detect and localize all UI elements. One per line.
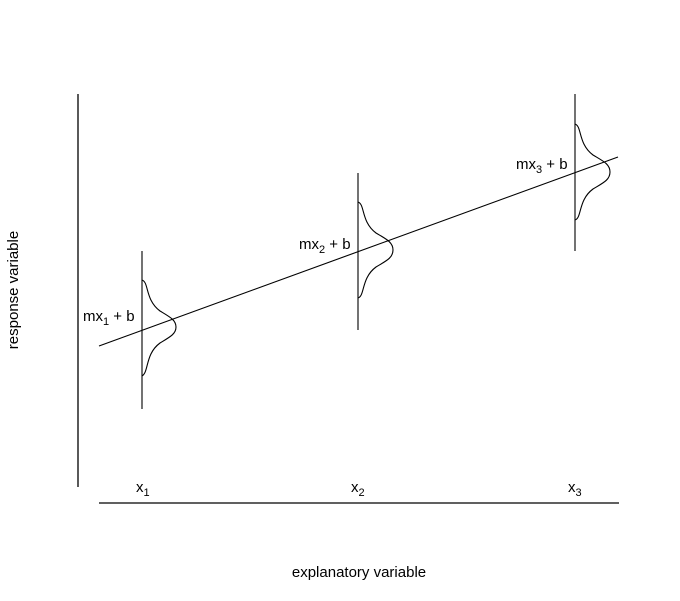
- conditional-distribution-2: [357, 173, 394, 330]
- mean-label-2: mx2 + b: [299, 236, 351, 256]
- density-curve-2: [357, 201, 394, 299]
- x-label-1: x1: [136, 479, 150, 499]
- mean-label-3: mx3 + b: [516, 156, 568, 176]
- conditional-distribution-1: [141, 251, 177, 409]
- density-curve-3: [574, 123, 611, 221]
- density-curve-1: [141, 279, 177, 377]
- x-axis-title: explanatory variable: [292, 564, 426, 581]
- conditional-distribution-3: [574, 94, 611, 251]
- x-label-3: x3: [568, 479, 582, 499]
- y-axis-title: response variable: [5, 231, 22, 349]
- x-label-2: x2: [351, 479, 365, 499]
- mean-label-1: mx1 + b: [83, 308, 135, 328]
